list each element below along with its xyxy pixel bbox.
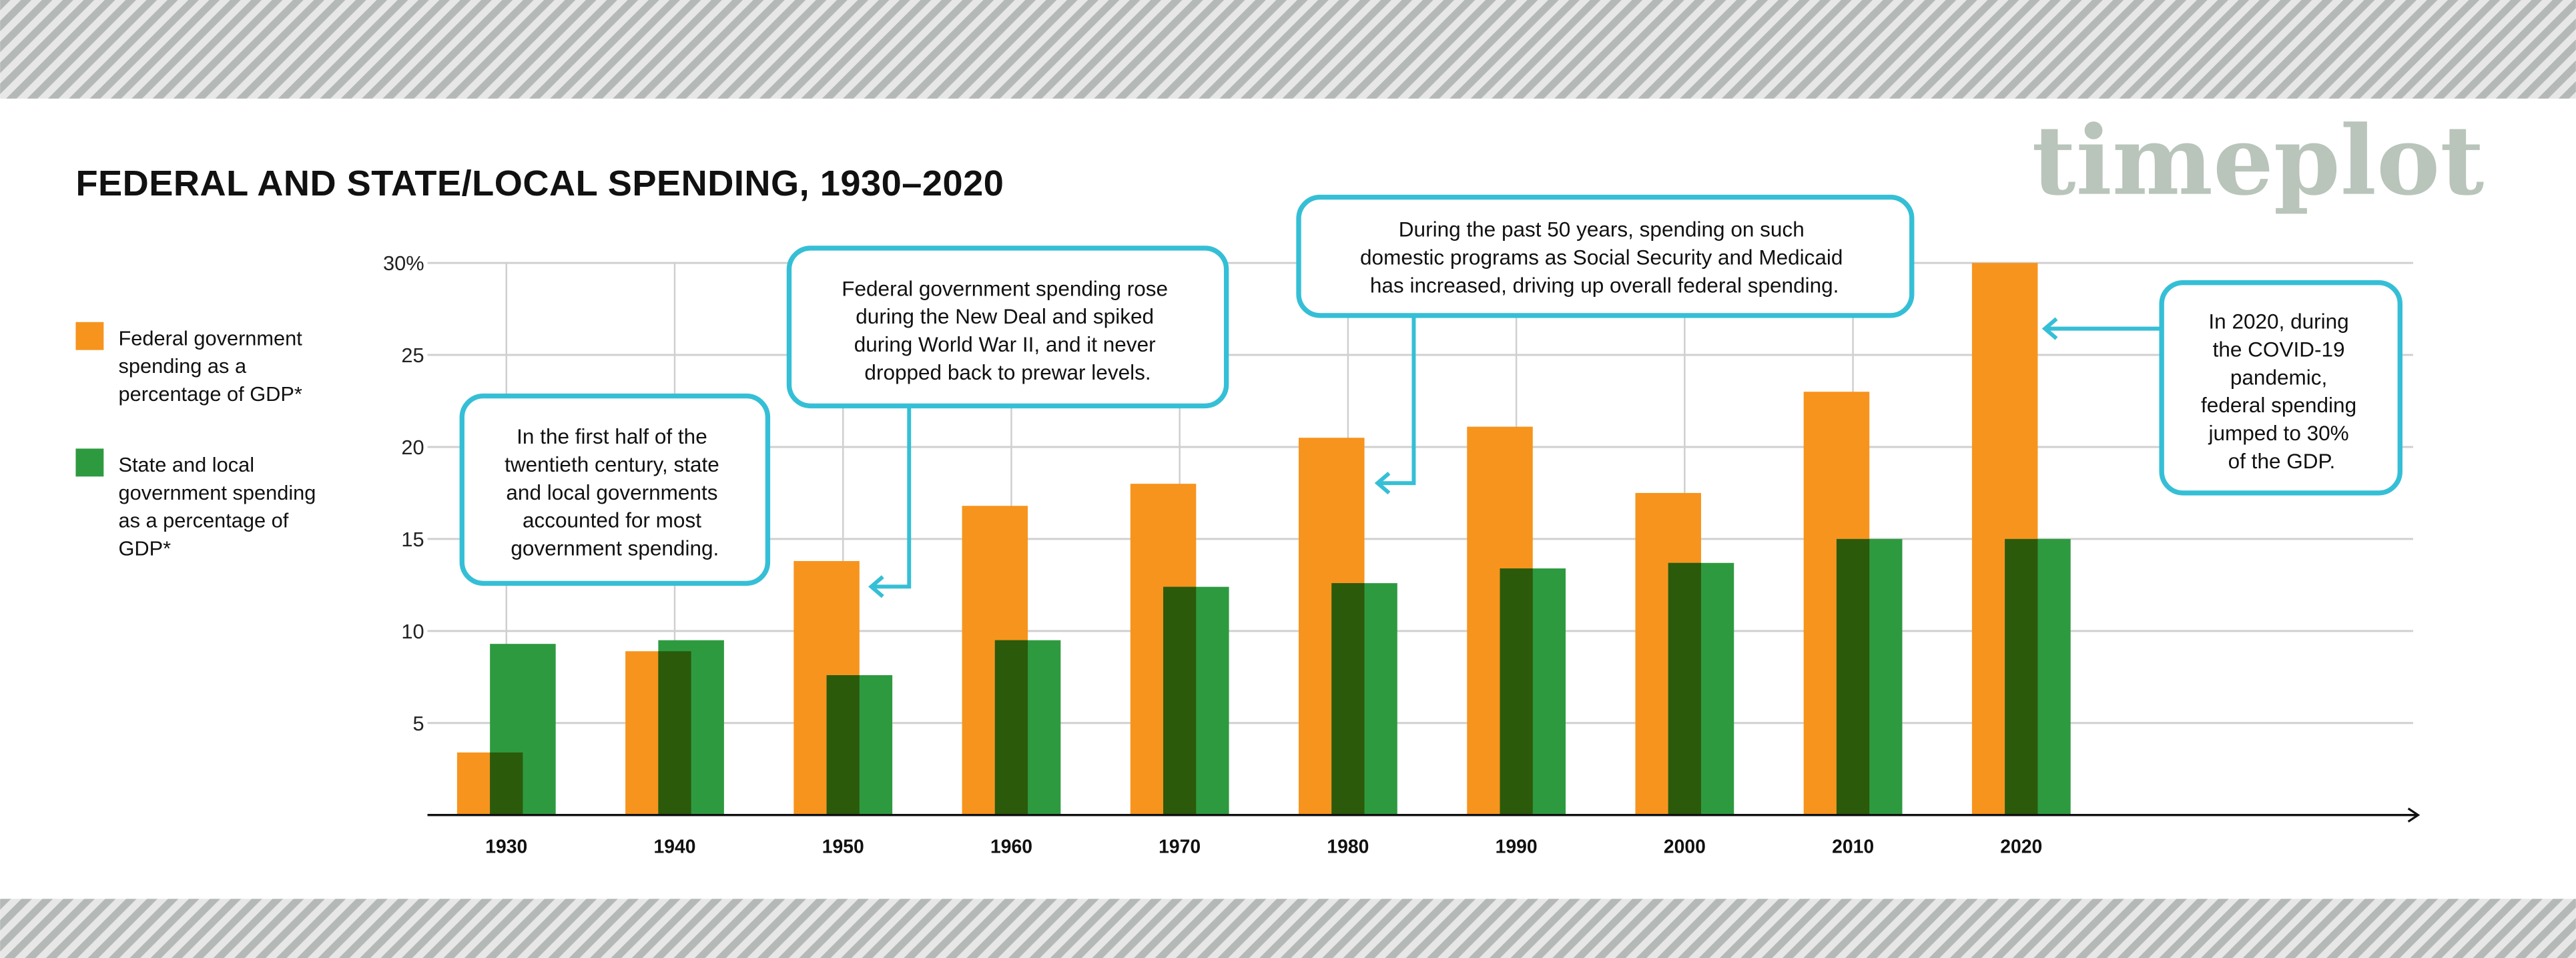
x-tick-label: 1980 [1327,836,1369,857]
callout-text-new-deal: Federal government spending rose during … [842,276,1174,384]
callout-box-new-deal [786,246,1229,409]
callout-connector-1980 [1374,315,1416,495]
x-tick-label: 2000 [1664,836,1706,857]
legend-label-state-local: State and local government spending as a… [118,453,321,560]
callout-text-past-50-years: During the past 50 years, spending on su… [1360,217,1849,298]
callout-text-early-century: In the first half of the twentieth centu… [505,424,725,560]
bar-overlap-2020 [2005,538,2038,815]
chart-title: FEDERAL AND STATE/LOCAL SPENDING, 1930–2… [75,163,1004,203]
x-tick-label: 1990 [1496,836,1538,857]
y-tick-label: 30% [383,252,424,275]
x-tick-label: 1940 [654,836,696,857]
callout-connector-1950 [868,406,912,598]
timeplot-logo: timeplot [2032,105,2485,217]
bar-overlap-1980 [1331,583,1365,815]
bottom-hatch-band [0,899,2576,958]
bar-overlap-2000 [1668,562,1701,815]
bar-overlap-1950 [826,675,860,815]
x-tick-label: 2020 [2000,836,2042,857]
x-tick-label: 1970 [1159,836,1201,857]
legend-swatch-federal [75,322,104,350]
legend-label-federal: Federal government spending as a percent… [118,326,308,406]
y-tick-label: 25 [401,344,424,367]
callout-connector-2020 [2041,317,2162,340]
x-tick-label: 1950 [822,836,864,857]
y-tick-label: 10 [401,620,424,643]
bar-overlap-2010 [1836,538,1870,815]
bar-overlap-1960 [994,640,1028,815]
y-tick-label: 20 [401,436,424,459]
y-tick-label: 15 [401,528,424,551]
bar-overlap-1930 [490,752,523,815]
callout-box-covid [2159,280,2402,496]
callout-box-early-century [459,393,771,586]
x-axis-arrow-icon [2407,807,2421,823]
legend: Federal government spending as a percent… [75,322,321,560]
plot-area: 5 10 15 20 25 30% 1930 1940 1950 1960 1970 1980 1990… [383,252,2421,857]
y-tick-label: 5 [413,712,424,735]
bar-overlap-1970 [1163,586,1197,815]
x-tick-label: 1960 [990,836,1032,857]
callout-box-past-50-years [1296,194,1915,318]
bar-overlap-1940 [658,651,691,815]
bar-overlap-1990 [1500,568,1533,815]
x-tick-label: 2010 [1832,836,1874,857]
x-tick-label: 1930 [485,836,527,857]
top-hatch-band [0,0,2576,99]
legend-swatch-state-local [75,448,104,477]
callouts: In the first half of the twentieth centu… [459,194,2402,598]
callout-text-covid: In 2020, during the COVID-19 pandemic, f… [2201,310,2362,473]
